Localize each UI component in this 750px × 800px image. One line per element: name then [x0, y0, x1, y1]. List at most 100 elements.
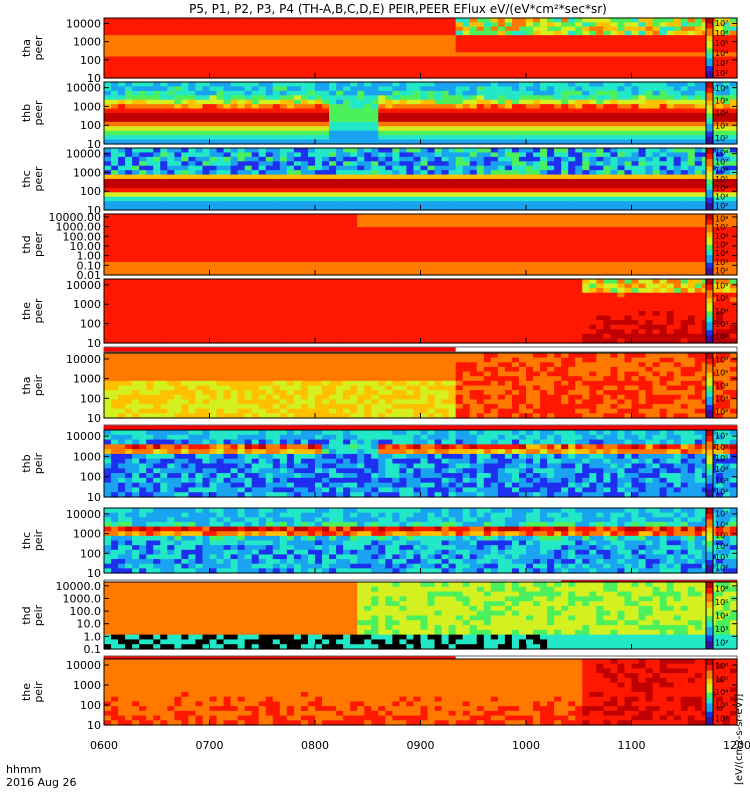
spectrogram-cell	[715, 30, 724, 36]
spectrogram-cell	[617, 170, 626, 176]
spectrogram-cell	[575, 121, 583, 127]
spectrogram-cell	[272, 82, 281, 88]
spectrogram-cell	[589, 196, 597, 202]
spectrogram-cell	[406, 240, 415, 246]
spectrogram-cell	[694, 48, 703, 53]
spectrogram-cell	[350, 165, 358, 171]
spectrogram-cell	[202, 117, 211, 123]
spectrogram-cell	[181, 261, 189, 267]
spectrogram-cell	[195, 121, 204, 127]
spectrogram-cell	[476, 73, 485, 79]
spectrogram-cell	[244, 179, 253, 185]
spectrogram-cell	[603, 152, 611, 158]
spectrogram-cell	[533, 196, 541, 202]
spectrogram-cell	[237, 156, 246, 162]
spectrogram-cell	[237, 108, 246, 114]
spectrogram-cell	[533, 222, 541, 228]
spectrogram-cell	[293, 90, 302, 96]
spectrogram-cell	[300, 30, 309, 36]
spectrogram-cell	[526, 69, 534, 75]
spectrogram-cell	[420, 56, 429, 62]
spectrogram-cell	[293, 257, 302, 263]
spectrogram-cell	[223, 244, 232, 250]
spectrogram-cell	[237, 235, 246, 241]
spectrogram-cell	[497, 156, 506, 162]
spectrogram-cell	[645, 165, 654, 171]
spectrogram-cell	[195, 22, 204, 28]
spectrogram-cell	[350, 18, 358, 23]
spectrogram-cell	[322, 148, 330, 154]
spectrogram-cell	[617, 218, 626, 224]
spectrogram-cell	[223, 201, 232, 207]
spectrogram-cell	[251, 253, 260, 259]
spectrogram-cell	[265, 95, 274, 101]
spectrogram-cell	[462, 156, 471, 162]
spectrogram-cell	[279, 266, 288, 272]
spectrogram-cell	[533, 192, 541, 198]
spectrogram-cell	[659, 117, 668, 123]
spectrogram-cell	[483, 152, 492, 158]
colorbar-swatch	[706, 179, 713, 183]
spectrogram-cell	[406, 104, 415, 110]
spectrogram-cell	[230, 90, 239, 96]
spectrogram-cell	[251, 231, 260, 237]
spectrogram-cell	[132, 35, 140, 41]
spectrogram-cell	[483, 69, 492, 75]
spectrogram-cell	[258, 56, 267, 62]
spectrogram-cell	[575, 235, 583, 241]
spectrogram-cell	[673, 139, 682, 145]
spectrogram-cell	[729, 43, 738, 49]
spectrogram-cell	[153, 82, 161, 88]
spectrogram-cell	[673, 90, 682, 96]
spectrogram-cell	[610, 108, 619, 114]
spectrogram-cell	[547, 261, 555, 267]
spectrogram-cell	[659, 170, 668, 176]
spectrogram-cell	[202, 73, 211, 79]
spectrogram-cell	[589, 156, 597, 162]
spectrogram-cell	[153, 244, 161, 250]
spectrogram-cell	[272, 205, 281, 211]
spectrogram-cell	[209, 201, 218, 207]
spectrogram-cell	[406, 65, 415, 71]
spectrogram-cell	[624, 90, 633, 96]
spectrogram-cell	[181, 135, 189, 141]
spectrogram-cell	[237, 60, 246, 66]
spectrogram-cell	[216, 161, 225, 167]
spectrogram-cell	[540, 104, 548, 110]
spectrogram-cell	[476, 240, 485, 246]
spectrogram-cell	[729, 56, 738, 62]
spectrogram-cell	[652, 161, 661, 167]
spectrogram-cell	[483, 52, 492, 58]
spectrogram-cell	[118, 266, 126, 272]
spectrogram-cell	[469, 60, 478, 66]
spectrogram-cell	[125, 253, 133, 259]
spectrogram-cell	[111, 218, 119, 224]
spectrogram-cell	[441, 205, 450, 211]
spectrogram-cell	[364, 39, 372, 45]
spectrogram-cell	[167, 108, 175, 114]
spectrogram-cell	[694, 26, 703, 32]
spectrogram-cell	[533, 218, 541, 224]
spectrogram-cell	[554, 52, 562, 58]
spectrogram-cell	[610, 261, 619, 267]
spectrogram-cell	[511, 231, 520, 237]
spectrogram-cell	[596, 174, 604, 180]
spectrogram-cell	[364, 135, 372, 141]
spectrogram-cell	[371, 108, 379, 114]
spectrogram-cell	[462, 39, 471, 45]
spectrogram-cell	[666, 130, 675, 136]
spectrogram-cell	[575, 165, 583, 171]
spectrogram-cell	[610, 39, 619, 45]
spectrogram-cell	[392, 130, 400, 136]
spectrogram-cell	[293, 231, 302, 237]
spectrogram-cell	[469, 218, 478, 224]
spectrogram-cell	[687, 30, 696, 36]
spectrogram-cell	[624, 222, 633, 228]
spectrogram-cell	[146, 218, 154, 224]
spectrogram-cell	[343, 113, 351, 119]
spectrogram-cell	[631, 60, 640, 66]
spectrogram-cell	[279, 187, 288, 193]
spectrogram-cell	[610, 270, 619, 276]
spectrogram-cell	[427, 22, 436, 28]
spectrogram-cell	[174, 126, 182, 132]
